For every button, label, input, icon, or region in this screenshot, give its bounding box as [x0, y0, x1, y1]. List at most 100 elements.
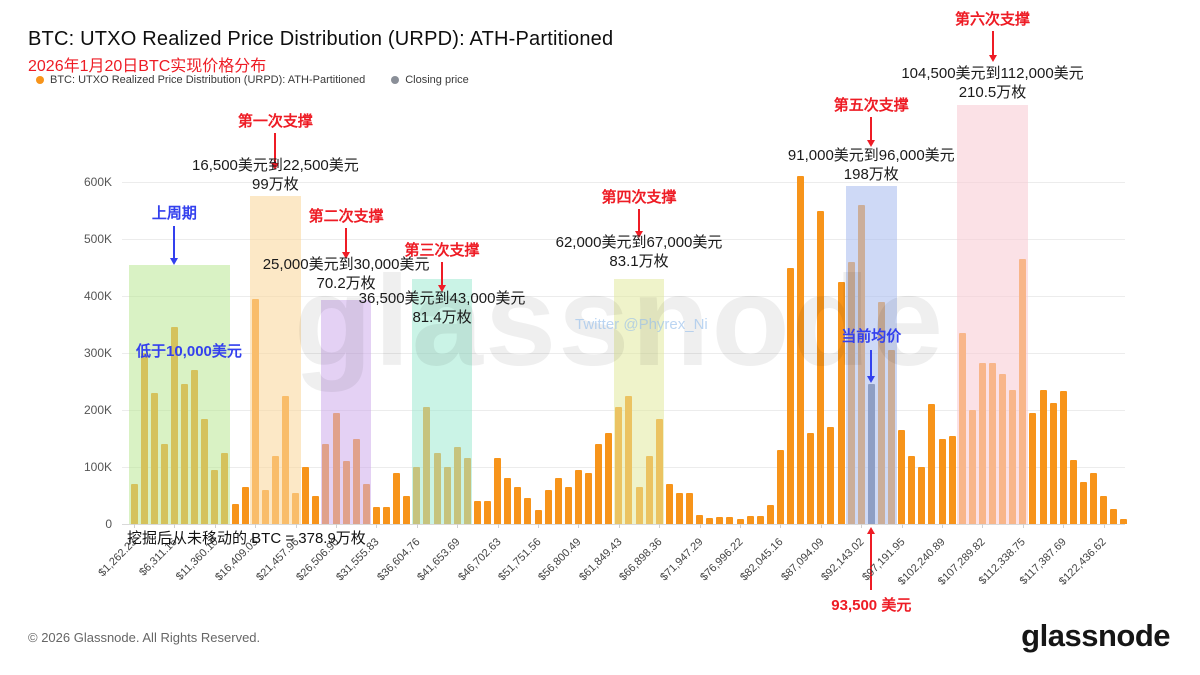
gridline-500K — [122, 239, 1125, 240]
support-2-note-text: 25,000美元到30,000美元 70.2万枚 — [262, 256, 430, 292]
x-axis-tick-label: $76,996.22 — [698, 536, 746, 584]
urpd-bar — [938, 438, 946, 524]
legend: BTC: UTXO Realized Price Distribution (U… — [36, 74, 469, 86]
legend-item-urpd-label: BTC: UTXO Realized Price Distribution (U… — [50, 74, 366, 86]
legend-item-closing-price[interactable]: Closing price — [391, 74, 469, 86]
copyright-text: © 2026 Glassnode. All Rights Reserved. — [28, 630, 261, 645]
urpd-bar — [1039, 390, 1047, 524]
x-axis-tickmark — [1063, 524, 1065, 528]
x-axis-tick-label: $92,143.02 — [819, 536, 867, 584]
urpd-bar — [1090, 472, 1097, 524]
urpd-bar — [706, 518, 714, 524]
support-4-note-text: 62,000美元到67,000美元 83.1万枚 — [555, 234, 723, 270]
urpd-bar — [787, 267, 794, 524]
x-axis-tickmark — [780, 524, 782, 528]
legend-item-closing-price-label: Closing price — [405, 74, 469, 86]
below-10k-label: 低于10,000美元 — [136, 343, 242, 360]
urpd-bar — [564, 486, 572, 524]
urpd-bar — [1029, 412, 1037, 524]
x-axis-tick-label: $66,898.36 — [617, 536, 665, 584]
urpd-bar — [898, 429, 906, 524]
urpd-series-dot-icon — [36, 76, 44, 84]
x-axis-tickmark — [174, 524, 176, 528]
x-axis-tickmark — [376, 524, 378, 528]
urpd-bar — [1079, 481, 1087, 524]
closing-value-label: 93,500 美元 — [831, 597, 912, 614]
support-6-note-text: 104,500美元到112,000美元 210.5万枚 — [901, 65, 1084, 101]
urpd-bar — [817, 210, 825, 524]
support-1-note-label: 第一次支撑 — [237, 113, 313, 130]
x-axis-tickmark — [416, 524, 418, 528]
x-axis-tickmark — [255, 524, 257, 528]
x-axis-tickmark — [982, 524, 984, 528]
closing-price-dot-icon — [391, 76, 400, 84]
urpd-bar — [736, 519, 744, 524]
y-axis-tick-label: 100K — [83, 460, 112, 474]
support-3-note-text: 36,500美元到43,000美元 81.4万枚 — [358, 290, 526, 326]
x-axis-tickmark — [699, 524, 701, 528]
x-axis-tick-label: $71,947.29 — [657, 536, 706, 584]
region-support-6 — [957, 105, 1028, 524]
urpd-bar — [231, 504, 239, 524]
urpd-bar — [746, 516, 754, 524]
support-4-note-label: 第四次支撑 — [601, 189, 677, 206]
urpd-bar — [918, 467, 926, 524]
urpd-bar — [1069, 459, 1077, 524]
x-axis-tickmark — [336, 524, 337, 528]
x-axis-tickmark — [1022, 524, 1024, 528]
urpd-bar — [766, 505, 774, 524]
urpd-bar — [403, 495, 411, 524]
region-support-4 — [613, 278, 665, 524]
support-1-note-text: 16,500美元到22,500美元 99万枚 — [192, 157, 359, 193]
x-axis-tickmark — [942, 524, 943, 528]
urpd-bar — [908, 455, 916, 524]
urpd-bar — [756, 516, 764, 524]
urpd-bar — [473, 501, 481, 524]
urpd-bar — [827, 427, 835, 524]
y-axis-tick-label: 500K — [83, 232, 112, 246]
x-axis-tickmark — [578, 524, 580, 528]
urpd-bar — [716, 517, 724, 524]
x-axis-tickmark — [457, 524, 459, 528]
x-axis-tickmark — [618, 524, 620, 528]
urpd-bar — [504, 478, 512, 524]
urpd-bar — [302, 467, 310, 524]
x-axis-tickmark — [1103, 524, 1105, 528]
twitter-watermark: Twitter @Phyrex_Ni — [575, 316, 708, 333]
urpd-bar — [574, 469, 582, 524]
urpd-bar — [686, 492, 693, 524]
gridline-600K — [122, 182, 1125, 183]
y-axis-tick-label: 200K — [83, 403, 112, 417]
support-6-note-label: 第六次支撑 — [954, 11, 1031, 28]
glassnode-watermark: glassnode — [294, 250, 946, 393]
urpd-bar — [524, 498, 532, 524]
gridline-0 — [122, 524, 1125, 525]
x-axis-tickmark — [740, 524, 741, 528]
region-support-2 — [320, 299, 372, 524]
y-axis-tick-label: 600K — [83, 175, 112, 189]
page-title: BTC: UTXO Realized Price Distribution (U… — [28, 28, 614, 50]
x-axis-tickmark — [901, 524, 903, 528]
current-avg-label: 当前均价 — [841, 328, 902, 345]
urpd-bar — [554, 478, 562, 524]
urpd-bar — [1110, 508, 1118, 524]
urpd-bar — [1059, 390, 1067, 524]
legend-item-urpd[interactable]: BTC: UTXO Realized Price Distribution (U… — [36, 74, 365, 86]
y-axis-tick-label: 0 — [105, 517, 112, 531]
x-axis-tick-label: $36,604.76 — [374, 536, 423, 584]
urpd-bar — [776, 449, 784, 524]
support-5-note-text: 91,000美元到96,000美元 198万枚 — [787, 147, 955, 183]
x-axis-tickmark — [861, 524, 863, 528]
urpd-bar — [372, 506, 380, 524]
x-axis-tick-label: $56,800.49 — [536, 536, 584, 584]
urpd-bar — [393, 472, 401, 524]
y-axis-tick-label: 400K — [83, 289, 112, 303]
mined-never-moved-note: 挖掘后从未移动的 BTC = 378.9万枚 — [127, 530, 366, 547]
urpd-bar — [544, 489, 552, 524]
x-axis-tick-label: $87,094.09 — [778, 536, 827, 584]
x-axis-tickmark — [659, 524, 661, 528]
x-axis-tick-label: $61,849.43 — [576, 536, 625, 584]
